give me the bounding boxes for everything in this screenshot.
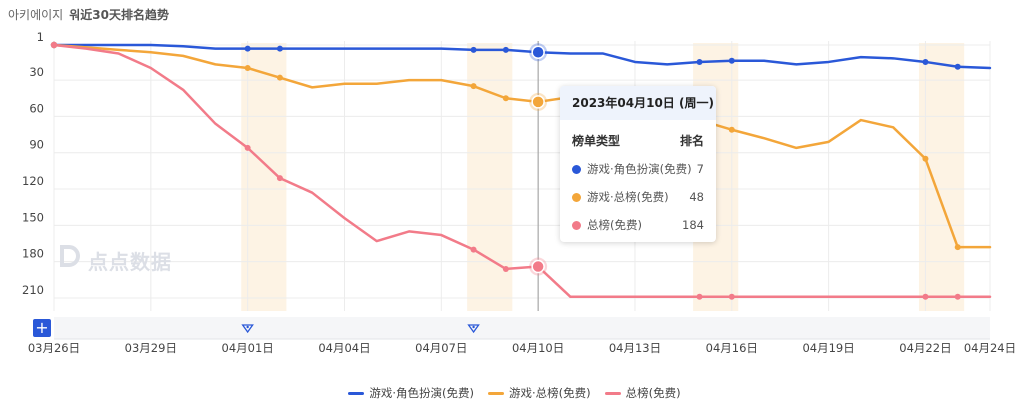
- legend-item-rpg[interactable]: 游戏·角色扮演(免费): [348, 385, 474, 401]
- series-point[interactable]: [244, 65, 251, 71]
- hover-point[interactable]: [531, 259, 545, 274]
- series-point[interactable]: [470, 246, 477, 253]
- y-tick-label: 60: [29, 101, 44, 115]
- watermark: 点点数据: [88, 250, 172, 274]
- y-tick-label: 180: [22, 247, 44, 261]
- chart-legend: 游戏·角色扮演(免费) 游戏·总榜(免费) 总榜(免费): [0, 385, 1029, 401]
- tooltip-row-name: 总榜(免费): [587, 218, 642, 232]
- x-tick-label: 04月07日: [415, 341, 467, 355]
- series-lines[interactable]: [52, 43, 992, 299]
- legend-swatch: [488, 391, 504, 395]
- series-color-dot: [572, 164, 581, 174]
- weekend-bands: [241, 43, 965, 311]
- series-point[interactable]: [696, 58, 703, 65]
- series-point[interactable]: [276, 45, 283, 52]
- range-slider[interactable]: [54, 317, 990, 340]
- tooltip-row: 游戏·总榜(免费) 48: [560, 183, 716, 211]
- series-point[interactable]: [954, 293, 961, 300]
- y-axis: 1 30 60 90 120 150 180 210: [22, 30, 44, 297]
- hover-point[interactable]: [531, 45, 545, 60]
- x-tick-label: 04月13日: [609, 341, 661, 355]
- series-point[interactable]: [922, 58, 929, 65]
- tooltip-row-value: 7: [696, 162, 704, 176]
- series-point[interactable]: [922, 155, 929, 162]
- x-tick-label: 04月10日: [512, 341, 564, 355]
- series-point[interactable]: [954, 63, 961, 70]
- x-axis: 03月26日 03月29日 04月01日 04月04日 04月07日 04月10日 04月1…: [28, 341, 1016, 355]
- tooltip-row: 游戏·角色扮演(免费) 7: [560, 155, 716, 183]
- app-name: 아키에이지: [8, 8, 64, 22]
- series-point[interactable]: [728, 293, 735, 300]
- y-tick-label: 210: [22, 283, 44, 297]
- series-point[interactable]: [728, 57, 735, 64]
- watermark-logo: [60, 245, 80, 267]
- x-tick-label: 04月04日: [318, 341, 370, 355]
- y-tick-label: 30: [29, 65, 44, 79]
- tooltip-date: 2023年04月10日 (周一): [560, 86, 716, 120]
- legend-item-overall[interactable]: 总榜(免费): [604, 385, 681, 401]
- x-tick-label: 04月22日: [899, 341, 951, 355]
- series-markers[interactable]: [50, 41, 961, 300]
- legend-label: 游戏·角色扮演(免费): [369, 386, 474, 400]
- series-point[interactable]: [276, 175, 283, 182]
- x-tick-label: 04月16日: [706, 341, 758, 355]
- highlight-band: [918, 43, 965, 311]
- tooltip-row-name: 游戏·总榜(免费): [587, 190, 669, 204]
- legend-label: 游戏·总榜(免费): [509, 386, 591, 400]
- x-tick-label: 04月01日: [222, 341, 274, 355]
- series-point[interactable]: [728, 126, 735, 133]
- event-marker-icon[interactable]: [467, 324, 480, 334]
- series-line[interactable]: [52, 43, 992, 299]
- title-text: 워近30天排名趋势: [69, 8, 169, 22]
- series-point[interactable]: [470, 83, 477, 90]
- tooltip-col-rank: 排名: [679, 134, 704, 148]
- y-tick-label: 120: [22, 174, 44, 188]
- legend-swatch: [604, 391, 621, 395]
- series-point[interactable]: [276, 74, 283, 81]
- tooltip-row-name: 游戏·角色扮演(免费): [587, 162, 692, 176]
- event-marker-dot: [472, 325, 475, 329]
- series-point[interactable]: [50, 41, 58, 49]
- legend-item-games-overall[interactable]: 游戏·总榜(免费): [488, 385, 591, 401]
- slider-track[interactable]: [54, 317, 990, 339]
- legend-swatch: [348, 391, 365, 395]
- x-tick-label: 03月26日: [28, 341, 80, 355]
- series-point[interactable]: [954, 244, 961, 251]
- tooltip-col-type: 榜单类型: [572, 134, 621, 148]
- series-point[interactable]: [502, 265, 509, 272]
- series-point[interactable]: [696, 293, 703, 300]
- tooltip-row: 总榜(免费) 184: [560, 211, 716, 239]
- tooltip-row-value: 48: [689, 190, 704, 204]
- series-point[interactable]: [502, 46, 509, 53]
- series-line[interactable]: [52, 43, 992, 249]
- x-tick-label: 04月24日: [964, 341, 1016, 355]
- grid-lines: [53, 41, 991, 311]
- event-marker-dot: [246, 325, 249, 329]
- y-tick-label: 90: [29, 138, 44, 152]
- x-tick-label: 04月19日: [802, 341, 854, 355]
- tooltip-columns: 榜单类型 排名: [560, 120, 716, 155]
- y-tick-label: 1: [37, 30, 44, 44]
- chart-title: 아키에이지 워近30天排名趋势: [8, 6, 169, 23]
- series-point[interactable]: [244, 144, 251, 151]
- tooltip-row-value: 184: [682, 218, 704, 232]
- data-tooltip: 2023年04月10日 (周一) 榜单类型 排名 游戏·角色扮演(免费) 7 游…: [560, 86, 716, 242]
- series-color-dot: [572, 220, 581, 230]
- series-point[interactable]: [244, 45, 251, 52]
- y-tick-label: 150: [22, 210, 44, 224]
- hover-point[interactable]: [531, 95, 545, 109]
- series-line[interactable]: [52, 43, 992, 70]
- x-tick-label: 03月29日: [125, 341, 177, 355]
- series-point[interactable]: [470, 46, 477, 53]
- event-marker-icon[interactable]: [241, 324, 254, 334]
- series-point[interactable]: [502, 95, 509, 102]
- series-point[interactable]: [922, 293, 929, 300]
- legend-label: 总榜(免费): [625, 386, 681, 400]
- zoom-add-button[interactable]: +: [33, 319, 51, 337]
- series-color-dot: [572, 192, 581, 202]
